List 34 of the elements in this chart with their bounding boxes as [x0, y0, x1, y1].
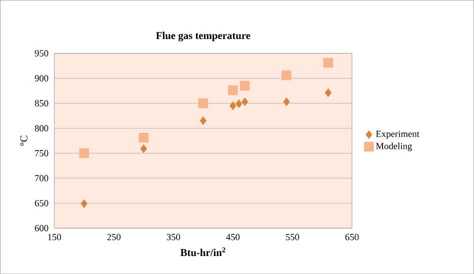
point — [283, 97, 290, 106]
x-tick-label: 150 — [48, 234, 61, 240]
point — [80, 199, 88, 208]
point — [200, 116, 206, 126]
point — [140, 144, 147, 154]
point — [324, 88, 332, 98]
y-tick-label: 650 — [34, 200, 48, 206]
point — [79, 148, 89, 158]
point — [240, 80, 250, 91]
chart-title: Flue gas temperature — [156, 32, 250, 42]
y-tick-label: 750 — [35, 150, 48, 156]
x-tick-label: 450 — [226, 234, 240, 240]
point — [323, 58, 334, 68]
point — [230, 101, 236, 110]
legend-label: Experiment — [376, 130, 420, 139]
x-tick-label: 350 — [166, 234, 180, 240]
point — [242, 97, 248, 106]
y-tick-label: 850 — [34, 100, 48, 106]
point — [282, 70, 292, 80]
legend-label: Modeling — [376, 142, 412, 152]
x-tick-label: 550 — [286, 234, 300, 240]
point — [228, 85, 238, 96]
y-tick-label: 950 — [34, 50, 48, 56]
y-tick-label: 800 — [34, 124, 48, 132]
y-tick-label: 700 — [35, 174, 48, 182]
point — [236, 99, 242, 108]
x-tick-label: 250 — [107, 234, 121, 240]
y-tick-label: 900 — [34, 75, 48, 82]
y-tick-label: 600 — [34, 224, 48, 232]
point — [138, 132, 149, 143]
x-axis-title: Btu-hr/in$^{2}$ — [180, 247, 226, 256]
point — [198, 98, 208, 108]
x-tick-label: 650 — [345, 234, 359, 240]
y-axis-title: °C — [20, 136, 28, 146]
